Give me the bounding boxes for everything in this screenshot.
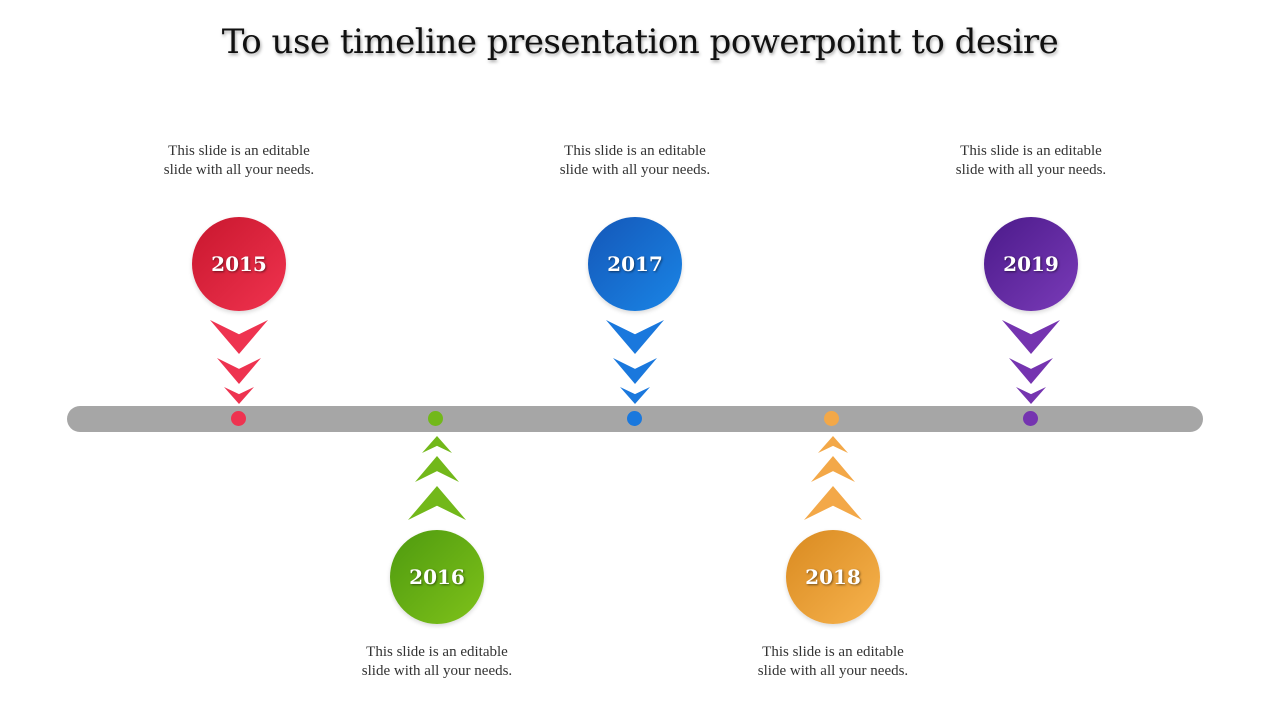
milestone-2015-circle: 2015: [192, 217, 286, 311]
milestone-2015-description: This slide is an editable slide with all…: [163, 143, 315, 178]
milestone-2017-year: 2017: [607, 252, 663, 276]
milestone-2019-circle: 2019: [984, 217, 1078, 311]
chevron-arrow-icon: [1009, 358, 1053, 384]
milestone-2016-year: 2016: [409, 565, 465, 589]
milestone-2015-year: 2015: [211, 252, 267, 276]
milestone-2017-down-arrows: [606, 320, 664, 404]
milestone-2018-year: 2018: [805, 565, 861, 589]
milestone-2019-dot: [1023, 411, 1038, 426]
milestone-2017-description: This slide is an editable slide with all…: [559, 143, 711, 178]
milestone-2018-circle: 2018: [786, 530, 880, 624]
milestone-2019-year: 2019: [1003, 252, 1059, 276]
milestone-2018-description: This slide is an editable slide with all…: [757, 644, 909, 679]
chevron-arrow-icon: [818, 436, 848, 453]
chevron-arrow-icon: [811, 456, 855, 482]
milestone-2018-dot: [824, 411, 839, 426]
slide-title: To use timeline presentation powerpoint …: [221, 22, 1059, 62]
chevron-arrow-icon: [408, 486, 466, 520]
chevron-arrow-icon: [224, 387, 254, 404]
milestone-2015-dot: [231, 411, 246, 426]
chevron-arrow-icon: [210, 320, 268, 354]
chevron-arrow-icon: [1016, 387, 1046, 404]
chevron-arrow-icon: [620, 387, 650, 404]
milestone-2019-down-arrows: [1002, 320, 1060, 404]
milestone-2016-up-arrows: [408, 436, 466, 520]
milestone-2015-down-arrows: [210, 320, 268, 404]
milestone-2016-description: This slide is an editable slide with all…: [361, 644, 513, 679]
milestone-2018-up-arrows: [804, 436, 862, 520]
milestone-2016-dot: [428, 411, 443, 426]
chevron-arrow-icon: [613, 358, 657, 384]
chevron-arrow-icon: [217, 358, 261, 384]
chevron-arrow-icon: [606, 320, 664, 354]
chevron-arrow-icon: [1002, 320, 1060, 354]
chevron-arrow-icon: [804, 486, 862, 520]
milestone-2017-dot: [627, 411, 642, 426]
milestone-2019-description: This slide is an editable slide with all…: [955, 143, 1107, 178]
chevron-arrow-icon: [422, 436, 452, 453]
chevron-arrow-icon: [415, 456, 459, 482]
milestone-2017-circle: 2017: [588, 217, 682, 311]
milestone-2016-circle: 2016: [390, 530, 484, 624]
